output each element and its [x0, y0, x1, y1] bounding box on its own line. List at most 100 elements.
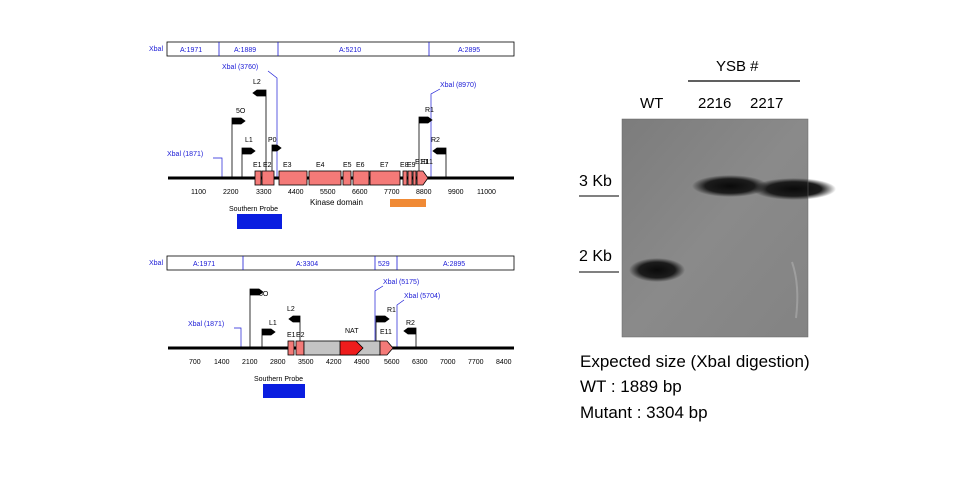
bottom-primer-r2-arrow	[403, 327, 417, 348]
marker-2kb: 2 Kb	[579, 248, 612, 265]
bottom-exon-e11-block	[379, 340, 394, 356]
top-seg-3: A:5210	[339, 47, 361, 54]
top-tick-3: 3300	[256, 189, 272, 196]
blot-scratch	[791, 261, 799, 319]
blot-header: YSB #	[716, 58, 759, 75]
bottom-primer-l2-arrow	[288, 315, 301, 348]
top-xbai-tag: Xbal	[149, 46, 163, 53]
top-primer-5o: 5O	[236, 108, 246, 115]
bottom-xbai-site-2: Xbal (5175)	[383, 279, 419, 286]
top-exon-blocks	[254, 170, 429, 186]
top-primer-r2: R2	[431, 137, 440, 144]
bottom-exon-e1: E1	[287, 332, 296, 339]
band-wt	[629, 258, 685, 282]
top-tick-2: 2200	[223, 189, 239, 196]
bottom-primer-5o: 5O	[259, 291, 269, 298]
bottom-exon-e2-block	[295, 340, 305, 356]
top-xbai-site-1: Xbal (1871)	[167, 151, 203, 158]
top-tick-5: 5500	[320, 189, 336, 196]
bottom-primer-r1-arrow	[375, 315, 390, 348]
top-segment-bar	[166, 41, 515, 57]
bottom-xbai-tag: Xbal	[149, 260, 163, 267]
bottom-tick-8: 5600	[384, 359, 400, 366]
top-gene-map: Xbal A:1971 A:1889 A:5210 A:2895 Xbal (1…	[149, 41, 515, 229]
bottom-tick-11: 7700	[468, 359, 484, 366]
marker-3kb: 3 Kb	[579, 173, 612, 190]
top-probe-bar	[237, 214, 282, 229]
nat-label: NAT	[345, 328, 359, 335]
top-seg-2: A:1889	[234, 47, 256, 54]
top-primer-p0: P0	[268, 137, 277, 144]
top-exon-e4: E4	[316, 162, 325, 169]
bottom-xbai-site-1: Xbal (1871)	[188, 321, 224, 328]
southern-blot-panel: YSB # WT 2216 2217 3 Kb 2 Kb	[579, 58, 836, 338]
primer-r1-arrow	[418, 116, 433, 178]
lane-label-2216: 2216	[698, 95, 731, 112]
bottom-primer-5o-arrow	[249, 288, 264, 348]
top-exon-e3: E3	[283, 162, 292, 169]
top-exon-e8: E8	[400, 162, 409, 169]
bottom-tick-6: 4200	[326, 359, 342, 366]
primer-5o-arrow	[231, 117, 246, 178]
top-xbai-site-2: Xbal (3760)	[222, 64, 258, 71]
bottom-probe-bar	[263, 384, 305, 398]
bottom-exon-e11: E11	[380, 329, 392, 336]
bottom-tick-4: 2800	[270, 359, 286, 366]
bottom-primer-r1: R1	[387, 307, 396, 314]
bottom-seg-1: A:1971	[193, 261, 215, 268]
bottom-tick-5: 3500	[298, 359, 314, 366]
top-exon-e2: E2	[263, 162, 272, 169]
top-exon-e7: E7	[380, 162, 389, 169]
bottom-seg-3: 529	[378, 261, 390, 268]
bottom-segment-bar	[166, 255, 515, 271]
top-tick-9: 9900	[448, 189, 464, 196]
nat-marker-arrow	[339, 340, 364, 356]
note-mutant-size: Mutant : 3304 bp	[580, 403, 708, 422]
band-2217	[752, 178, 836, 200]
bottom-primer-l1-arrow	[261, 328, 276, 348]
top-xbai-site-3: Xbal (8970)	[440, 82, 476, 89]
top-tick-1: 1100	[191, 189, 206, 196]
bottom-exon-e1-block	[287, 340, 295, 356]
top-probe-label: Southern Probe	[229, 206, 278, 213]
bottom-exon-e2: E2	[296, 332, 305, 339]
top-primer-l2: L2	[253, 79, 261, 86]
bottom-seg-2: A:3304	[296, 261, 318, 268]
top-exon-e11: E11	[421, 159, 433, 166]
top-primer-l1: L1	[245, 137, 253, 144]
bottom-xbai-site-3: Xbal (5704)	[404, 293, 440, 300]
bottom-tick-10: 7000	[440, 359, 456, 366]
bottom-probe-label: Southern Probe	[254, 376, 303, 383]
top-seg-4: A:2895	[458, 47, 480, 54]
top-exon-e1: E1	[253, 162, 262, 169]
blot-image	[622, 119, 808, 337]
bottom-primer-r2: R2	[406, 320, 415, 327]
top-exon-letter: I	[426, 159, 428, 166]
bottom-primer-l2: L2	[287, 306, 295, 313]
bottom-tick-12: 8400	[496, 359, 512, 366]
bottom-tick-1: 700	[189, 359, 201, 366]
top-tick-7: 7700	[384, 189, 400, 196]
bottom-tick-9: 6300	[412, 359, 428, 366]
primer-p0-arrow	[271, 144, 282, 178]
lane-label-2217: 2217	[750, 95, 783, 112]
bottom-gene-map: Xbal A:1971 A:3304 529 A:2895 Xbal (1871…	[149, 255, 515, 398]
top-exon-e9: E9	[407, 162, 416, 169]
bottom-tick-3: 2100	[242, 359, 258, 366]
primer-l1-arrow	[241, 147, 256, 178]
top-tick-10: 11000	[477, 189, 496, 196]
note-wt-size: WT : 1889 bp	[580, 377, 682, 396]
top-seg-1: A:1971	[180, 47, 202, 54]
top-exon-e6: E6	[356, 162, 365, 169]
top-primer-r1: R1	[425, 107, 434, 114]
top-tick-4: 4400	[288, 189, 304, 196]
primer-r2-arrow	[432, 147, 447, 178]
band-2216	[692, 175, 768, 197]
note-expected-size: Expected size (XbaI digestion)	[580, 352, 810, 371]
top-tick-8: 8800	[416, 189, 432, 196]
primer-l2-arrow	[252, 89, 267, 178]
bottom-tick-2: 1400	[214, 359, 230, 366]
bottom-seg-4: A:2895	[443, 261, 465, 268]
lane-label-wt: WT	[640, 95, 663, 112]
